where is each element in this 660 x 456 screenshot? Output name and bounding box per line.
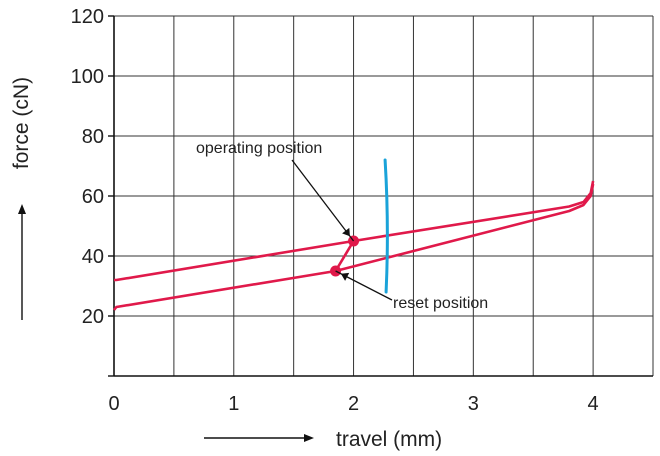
y-tick-label: 20 bbox=[82, 306, 104, 328]
y-tick-label: 100 bbox=[71, 66, 104, 88]
y-tick-label: 60 bbox=[82, 186, 104, 208]
series-group bbox=[112, 158, 595, 311]
axes bbox=[108, 15, 653, 377]
transition-segment bbox=[334, 240, 355, 272]
annotation-arrowhead bbox=[342, 227, 350, 237]
annotation-label: operating position bbox=[196, 140, 322, 157]
x-tick-label: 4 bbox=[588, 393, 599, 415]
x-axis-arrow bbox=[204, 434, 314, 442]
y-tick-label: 120 bbox=[71, 6, 104, 28]
y-axis-arrow bbox=[18, 204, 26, 320]
annotations-group: operating position reset position bbox=[196, 140, 488, 312]
y-tick-label: 40 bbox=[82, 246, 104, 268]
annotation-label: reset position bbox=[393, 295, 488, 312]
x-tick-label: 1 bbox=[228, 393, 239, 415]
highlight-stroke bbox=[383, 158, 389, 294]
x-tick-label: 2 bbox=[348, 393, 359, 415]
x-axis-label: travel (mm) bbox=[336, 428, 442, 451]
y-axis-label: force (cN) bbox=[10, 77, 33, 169]
x-tick-label: 3 bbox=[468, 393, 479, 415]
annotation-leader-line bbox=[291, 159, 355, 242]
y-tick-label: 80 bbox=[82, 126, 104, 148]
x-tick-label: 0 bbox=[108, 393, 119, 415]
tick-labels-group: 20 40 60 80 100 120 0 1 2 3 4 bbox=[71, 6, 599, 415]
series-line bbox=[112, 183, 595, 311]
annotation-arrowhead bbox=[340, 272, 350, 281]
grid bbox=[113, 15, 654, 377]
